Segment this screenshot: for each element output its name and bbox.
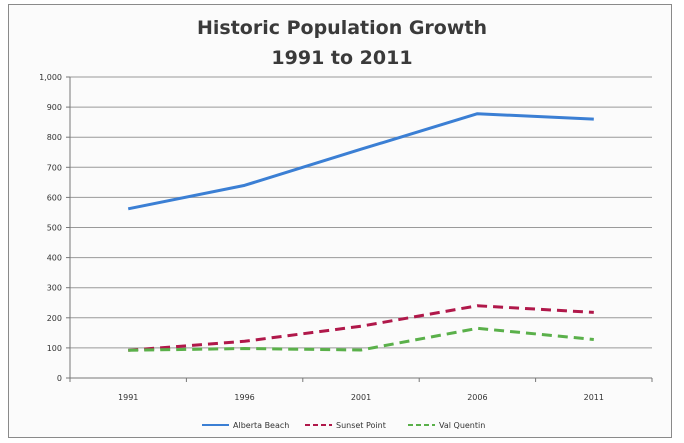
chart-subtitle: 1991 to 2011 [271, 47, 413, 69]
y-tick-label-1: 100 [47, 344, 62, 353]
y-tick-label-3: 300 [47, 284, 62, 293]
x-tick-label-2006: 2006 [467, 393, 487, 402]
y-tick-label-8: 800 [47, 133, 62, 142]
y-tick-label-6: 600 [47, 193, 62, 202]
y-tick-label-0: 0 [57, 374, 62, 383]
series-line-val-quentin [128, 326, 594, 352]
series-line-alberta-beach [127, 112, 594, 211]
y-tick-label-2: 200 [47, 314, 62, 323]
legend-label-val-quentin: Val Quentin [439, 421, 485, 430]
x-tick-label-2011: 2011 [584, 393, 604, 402]
y-tick-label-10: 1,000 [39, 73, 62, 82]
chart-title: Historic Population Growth [196, 17, 488, 39]
y-tick-label-7: 700 [47, 163, 62, 172]
y-tick-label-4: 400 [47, 254, 62, 263]
chart-frame [8, 4, 672, 438]
x-tick-label-2001: 2001 [351, 393, 371, 402]
y-tick-label-9: 900 [47, 103, 62, 112]
legend-label-alberta-beach: Alberta Beach [233, 421, 289, 430]
x-tick-label-1991: 1991 [118, 393, 138, 402]
y-tick-label-5: 500 [47, 224, 62, 233]
legend-label-sunset-point: Sunset Point [336, 421, 386, 430]
x-tick-label-1996: 1996 [234, 393, 254, 402]
series-line-sunset-point [128, 304, 594, 352]
